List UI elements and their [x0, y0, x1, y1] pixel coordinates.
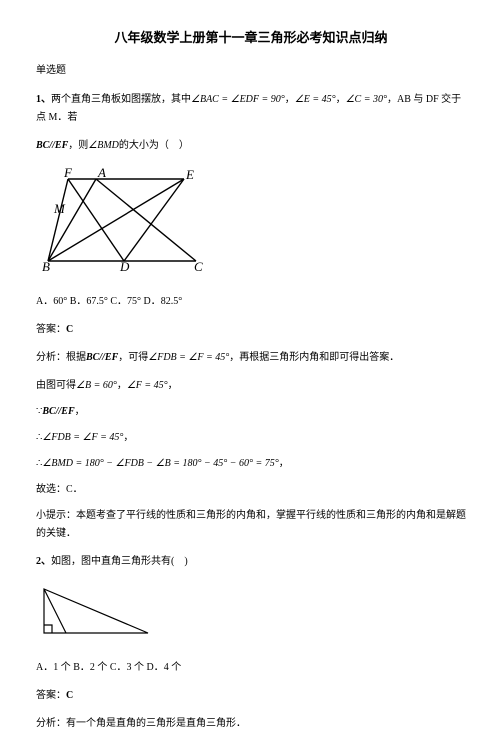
q1-step1e: ， — [168, 380, 178, 391]
q1-step1b: ∠B = 60° — [76, 380, 117, 391]
q1-analysis: 分析：根据BC//EF，可得∠FDB = ∠F = 45°，再根据三角形内角和即… — [36, 349, 466, 367]
q1-step3c: ， — [123, 432, 133, 443]
q1-sep1: ， — [285, 94, 295, 105]
q1-eq1: ∠BAC = ∠EDF = 90° — [191, 94, 285, 105]
q1-step1d: ∠F = 45° — [127, 380, 168, 391]
q1-conclude: 故选：C． — [36, 481, 466, 499]
q2-figure — [36, 581, 466, 645]
q1-line2c: ∠BMD — [88, 140, 119, 151]
q1-analysis-b: BC//EF — [86, 352, 118, 363]
section-label: 单选题 — [36, 63, 466, 79]
q1-figure: F A E M B D C — [36, 165, 466, 279]
q1-tip-text: 本题考查了平行线的性质和三角形的内角和，掌握平行线的性质和三角形的内角和是解题的… — [36, 510, 466, 539]
q1-step1c: ， — [117, 380, 127, 391]
q2-number: 2、 — [36, 556, 51, 567]
q2-analysis: 分析：有一个角是直角的三角形是直角三角形． — [36, 715, 466, 733]
q2-analysis-text: 有一个角是直角的三角形是直角三角形． — [66, 718, 246, 729]
q2-analysis-label: 分析： — [36, 718, 66, 729]
q1-answer: 答案：C — [36, 321, 466, 339]
q1-text-a: 两个直角三角板如图摆放，其中 — [51, 94, 191, 105]
q1-sep2: ， — [336, 94, 346, 105]
q1-analysis-e: ，再根据三角形内角和即可得出答案． — [229, 352, 399, 363]
label-D: D — [119, 259, 130, 273]
q1-analysis-c: ，可得 — [118, 352, 148, 363]
q1-stem-line1: 1、两个直角三角板如图摆放，其中∠BAC = ∠EDF = 90°，∠E = 4… — [36, 91, 466, 127]
q1-answer-value: C — [66, 324, 73, 335]
q1-number: 1、 — [36, 94, 51, 105]
q2-text: 如图，图中直角三角形共有( ) — [51, 556, 188, 567]
page-title: 八年级数学上册第十一章三角形必考知识点归纳 — [36, 28, 466, 49]
q1-step1: 由图可得∠B = 60°，∠F = 45°， — [36, 377, 466, 395]
label-A: A — [97, 165, 106, 180]
q1-analysis-label: 分析： — [36, 352, 66, 363]
q1-line2b: ，则 — [68, 140, 88, 151]
q1-step3b: ∠FDB = ∠F = 45° — [42, 432, 123, 443]
q1-step4b: ∠BMD = 180° − ∠FDB − ∠B = 180° − 45° − 6… — [42, 458, 278, 469]
label-C: C — [194, 259, 203, 273]
q2-answer-label: 答案： — [36, 690, 66, 701]
q1-options: A．60° B．67.5° C．75° D．82.5° — [36, 293, 466, 311]
q1-step1a: 由图可得 — [36, 380, 76, 391]
q1-step2c: ， — [75, 406, 85, 417]
q1-stem-line2: BC//EF，则∠BMD的大小为（ ） — [36, 137, 466, 155]
q1-analysis-a: 根据 — [66, 352, 86, 363]
q1-step3: ∴∠FDB = ∠F = 45°， — [36, 429, 466, 447]
label-E: E — [185, 167, 194, 182]
q1-answer-label: 答案： — [36, 324, 66, 335]
label-F: F — [63, 165, 73, 180]
q2-answer-value: C — [66, 690, 73, 701]
q1-tip: 小提示：本题考查了平行线的性质和三角形的内角和，掌握平行线的性质和三角形的内角和… — [36, 507, 466, 543]
q1-line2d: 的大小为（ ） — [119, 140, 189, 151]
q2-options: A．1 个 B．2 个 C．3 个 D．4 个 — [36, 659, 466, 677]
q1-step4c: ， — [279, 458, 289, 469]
q2-answer: 答案：C — [36, 687, 466, 705]
q1-tip-label: 小提示： — [36, 510, 76, 521]
q1-eq3: ∠C = 30° — [346, 94, 387, 105]
q1-analysis-d: ∠FDB = ∠F = 45° — [148, 352, 229, 363]
q1-step2: ∵BC//EF， — [36, 403, 466, 421]
label-B: B — [42, 259, 50, 273]
label-M: M — [53, 201, 66, 216]
q1-line2a: BC//EF — [36, 140, 68, 151]
q1-step4: ∴∠BMD = 180° − ∠FDB − ∠B = 180° − 45° − … — [36, 455, 466, 473]
q1-step2b: BC//EF — [42, 406, 74, 417]
q1-eq2: ∠E = 45° — [295, 94, 336, 105]
q2-stem: 2、如图，图中直角三角形共有( ) — [36, 553, 466, 571]
